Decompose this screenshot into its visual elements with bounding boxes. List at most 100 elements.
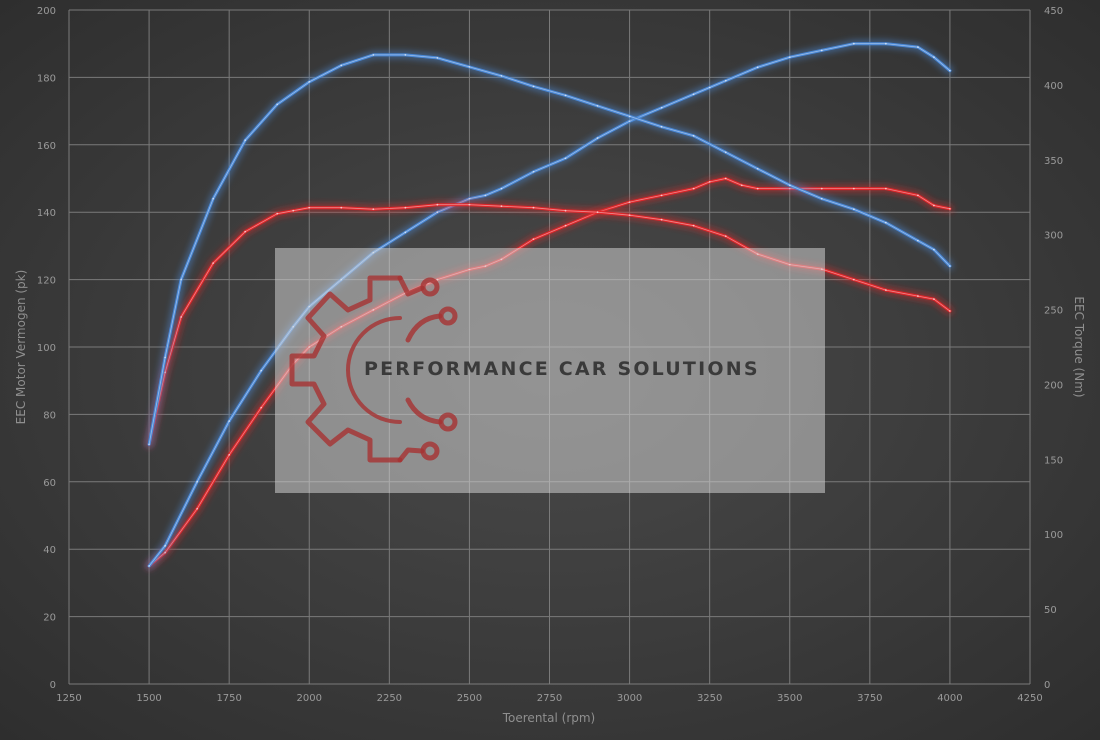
data-point	[852, 187, 855, 190]
y-left-tick-label: 100	[37, 343, 56, 354]
y-right-tick-label: 200	[1044, 380, 1063, 391]
gear-circuit-logo-icon	[289, 275, 458, 463]
x-tick-label: 2500	[457, 693, 482, 704]
data-point	[308, 206, 311, 209]
data-point	[468, 197, 471, 200]
data-point	[708, 180, 711, 183]
data-point	[468, 203, 471, 206]
data-point	[933, 248, 935, 251]
data-point	[628, 115, 631, 118]
data-point	[436, 211, 439, 214]
tick-labels: 1250 1500 1750 2000 2250 2500 2750 3000 3250 3500…	[37, 6, 1063, 704]
data-point	[500, 75, 503, 77]
y-right-tick-label: 250	[1044, 306, 1063, 317]
y-left-tick-label: 120	[37, 276, 56, 287]
x-tick-label: 4250	[1017, 693, 1042, 704]
data-point	[292, 209, 295, 212]
y-left-tick-label: 160	[37, 141, 56, 152]
data-point	[596, 104, 599, 107]
y-right-axis-title: EEC Torque (Nm)	[1072, 296, 1086, 397]
data-point	[692, 134, 695, 137]
data-point	[532, 206, 535, 209]
data-point	[692, 93, 695, 96]
data-point	[740, 184, 743, 187]
data-point	[260, 406, 263, 409]
data-point	[724, 79, 727, 82]
y-right-tick-label: 300	[1044, 231, 1063, 242]
series-lines	[145, 40, 954, 570]
data-point	[564, 224, 567, 227]
y-left-tick-label: 40	[43, 545, 56, 556]
watermark: PERFORMANCE CAR SOLUTIONS	[275, 248, 825, 493]
data-point	[484, 194, 487, 197]
data-point	[260, 369, 263, 372]
data-point	[228, 453, 231, 456]
data-point	[164, 544, 167, 547]
data-point	[180, 278, 183, 281]
data-point	[196, 480, 199, 483]
data-point	[916, 239, 919, 242]
x-tick-label: 3500	[777, 693, 802, 704]
y-right-tick-label: 400	[1044, 81, 1063, 92]
data-point	[276, 103, 279, 106]
y-right-tick-label: 350	[1044, 156, 1063, 167]
x-tick-label: 2000	[297, 693, 322, 704]
data-point	[596, 211, 599, 214]
data-point	[436, 57, 439, 59]
data-point	[228, 420, 231, 423]
x-tick-label: 3750	[857, 693, 882, 704]
data-point	[596, 137, 599, 139]
x-tick-label: 1750	[216, 693, 241, 704]
data-point	[564, 94, 567, 97]
y-left-tick-label: 20	[43, 613, 56, 624]
y-left-tick-label: 200	[37, 6, 56, 17]
data-point	[884, 42, 887, 45]
x-tick-label: 4000	[937, 693, 962, 704]
data-point	[933, 204, 935, 207]
x-tick-label: 2750	[537, 693, 562, 704]
y-left-axis-title: EEC Motor Vermogen (pk)	[14, 270, 28, 425]
y-right-tick-label: 50	[1044, 605, 1057, 616]
data-point	[212, 197, 215, 200]
data-point	[404, 231, 407, 234]
series-3-right	[145, 201, 954, 448]
data-point	[916, 295, 919, 297]
data-point	[949, 207, 951, 210]
data-point	[756, 66, 759, 69]
data-point	[820, 187, 823, 190]
data-point	[276, 212, 279, 215]
data-point	[852, 208, 855, 211]
data-point	[660, 125, 663, 128]
data-point	[852, 42, 855, 45]
data-point	[692, 224, 695, 227]
data-point	[164, 551, 167, 554]
data-point	[724, 235, 727, 238]
data-point	[532, 85, 535, 88]
data-point	[756, 187, 759, 190]
data-point	[724, 177, 727, 180]
data-point	[916, 194, 919, 197]
data-point	[436, 203, 439, 206]
data-point	[468, 66, 471, 68]
data-point	[660, 194, 663, 197]
data-point	[500, 205, 503, 208]
data-point	[884, 187, 887, 190]
data-point	[180, 316, 183, 318]
y-left-tick-label: 60	[43, 478, 56, 489]
data-point	[788, 184, 791, 187]
x-axis-title: Toerental (rpm)	[502, 711, 595, 725]
data-point	[244, 230, 247, 233]
y-left-tick-label: 80	[43, 410, 56, 421]
data-point	[724, 151, 727, 154]
series-4-right	[145, 51, 954, 448]
data-point	[884, 289, 887, 291]
data-point	[340, 64, 343, 67]
data-point	[628, 214, 631, 217]
y-left-tick-label: 0	[50, 680, 56, 691]
data-point	[820, 197, 823, 200]
data-point	[308, 80, 311, 83]
data-point	[916, 46, 919, 48]
data-point	[564, 157, 567, 160]
watermark-panel	[275, 248, 825, 493]
y-left-tick-label: 140	[37, 208, 56, 219]
